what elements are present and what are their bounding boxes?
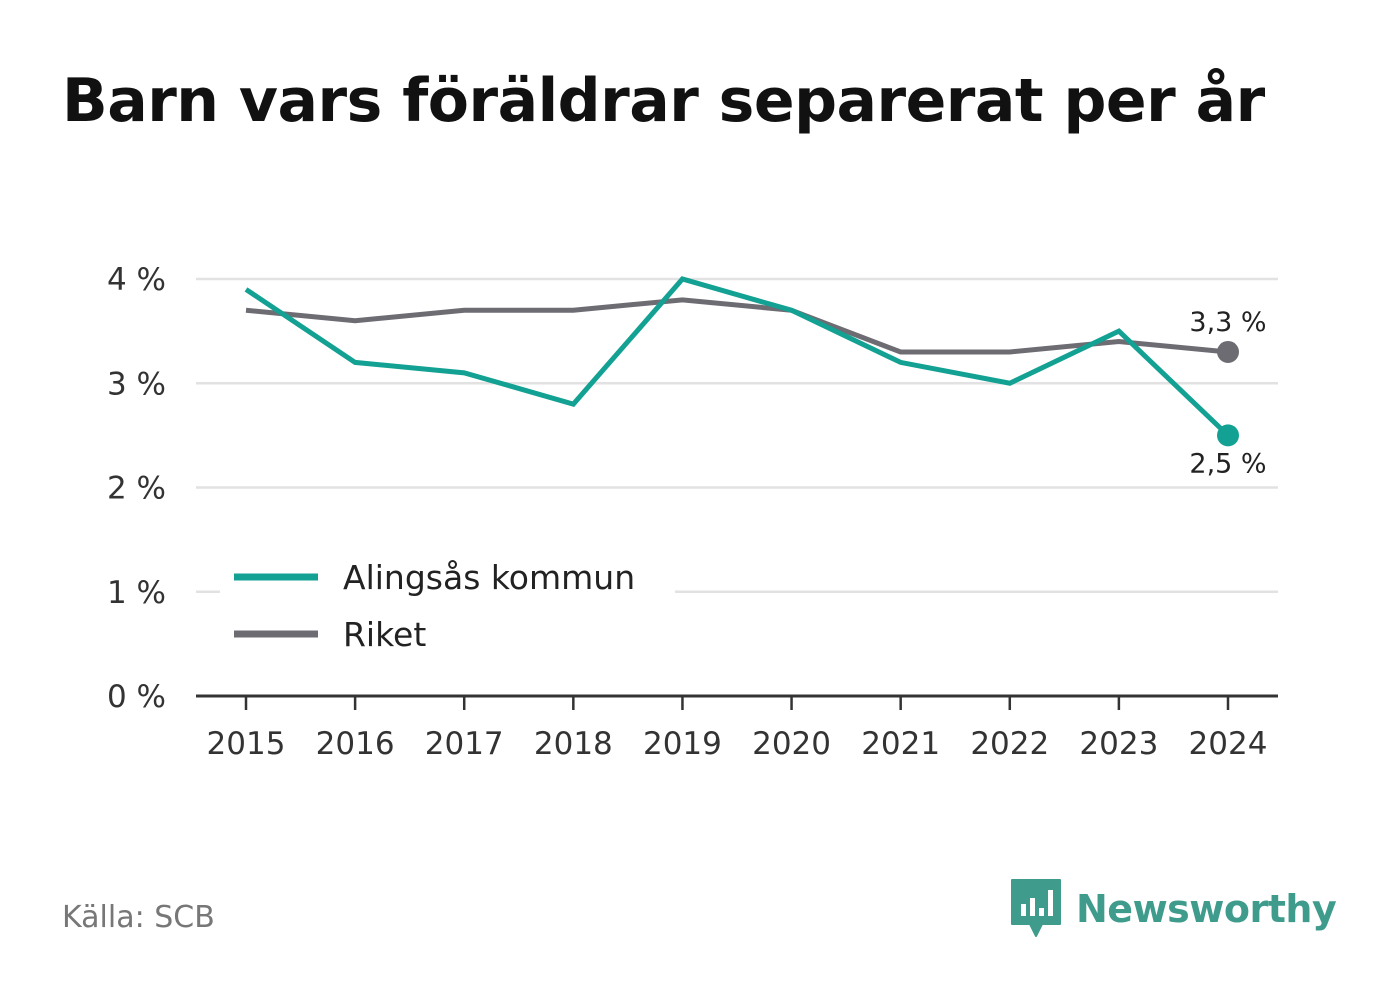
chart-title: Barn vars föräldrar separerat per år bbox=[62, 66, 1265, 136]
series-lines bbox=[244, 276, 1239, 447]
source-note: Källa: SCB bbox=[62, 900, 215, 935]
x-tick-label: 2015 bbox=[207, 726, 286, 762]
newsworthy-logo-icon bbox=[1011, 879, 1061, 937]
x-tick-label: 2024 bbox=[1189, 726, 1268, 762]
x-tick-label: 2018 bbox=[534, 726, 613, 762]
legend-label: Alingsås kommun bbox=[343, 558, 635, 597]
x-tick-label: 2020 bbox=[752, 726, 831, 762]
y-tick-label: 0 % bbox=[107, 679, 166, 715]
x-tick-label: 2022 bbox=[970, 726, 1049, 762]
x-tick-label: 2019 bbox=[643, 726, 722, 762]
y-tick-label: 3 % bbox=[107, 366, 166, 402]
series-end-point bbox=[1217, 424, 1239, 447]
legend-box bbox=[220, 550, 675, 660]
legend: Alingsås kommun Riket bbox=[234, 558, 635, 654]
x-tick-label: 2016 bbox=[316, 726, 395, 762]
brand-name: Newsworthy bbox=[1076, 887, 1337, 931]
x-tick-label: 2023 bbox=[1079, 726, 1158, 762]
legend-background bbox=[220, 550, 675, 660]
end-label-alingsas: 2,5 % bbox=[1189, 448, 1266, 479]
brand-logo[interactable]: Newsworthy bbox=[1010, 878, 1337, 940]
x-axis: 2015 2016 2017 2018 2019 2020 2021 2022 2023 2024 bbox=[196, 694, 1278, 762]
series-end-point bbox=[1217, 340, 1239, 363]
x-tick-label: 2017 bbox=[425, 726, 504, 762]
legend-label: Riket bbox=[343, 615, 426, 654]
y-tick-label: 1 % bbox=[107, 575, 166, 611]
end-labels: 2,5 % 3,3 % bbox=[1189, 307, 1266, 479]
grid-lines bbox=[196, 277, 1278, 593]
series-line-alingsas bbox=[244, 276, 1230, 438]
end-label-riket: 3,3 % bbox=[1189, 307, 1266, 338]
y-axis-ticks: 0 % 1 % 2 % 3 % 4 % bbox=[107, 262, 166, 715]
x-tick-label: 2021 bbox=[861, 726, 940, 762]
y-tick-label: 4 % bbox=[107, 262, 166, 298]
series-line-riket bbox=[245, 297, 1229, 355]
y-tick-label: 2 % bbox=[107, 471, 166, 507]
